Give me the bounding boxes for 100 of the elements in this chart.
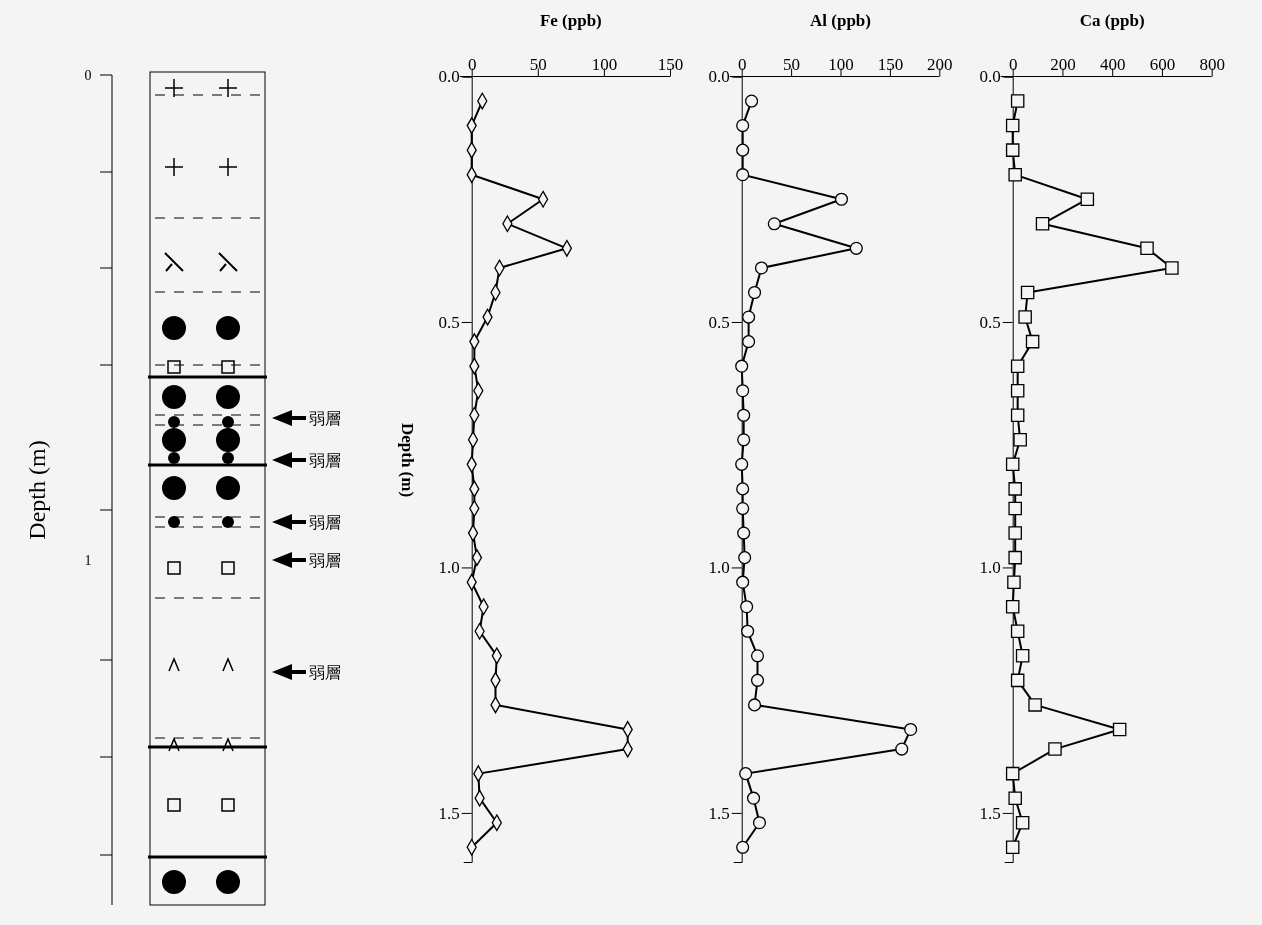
point — [1005, 766, 1020, 781]
point — [747, 285, 762, 300]
point — [736, 482, 750, 496]
x-tick-label: 150 — [877, 55, 904, 75]
point — [1010, 673, 1025, 688]
point — [1007, 575, 1021, 589]
text: 弱層 — [309, 514, 341, 531]
x-tick-label: 100 — [828, 55, 854, 75]
point — [1010, 624, 1025, 639]
point — [895, 742, 909, 756]
point — [742, 310, 756, 324]
point — [834, 192, 849, 206]
y-tick-label: 0.0 — [708, 67, 730, 87]
point — [1015, 815, 1030, 830]
point — [1035, 217, 1050, 231]
x-tick-label: 0 — [737, 55, 747, 75]
point — [767, 217, 781, 231]
x-tick-label: 400 — [1099, 55, 1126, 75]
y-tick-label: 0.5 — [979, 312, 1001, 332]
x-tick-label: 800 — [1199, 55, 1225, 75]
point — [1010, 383, 1025, 398]
point — [736, 840, 750, 854]
y-tick-label: 1.0 — [979, 558, 1001, 578]
point — [1140, 241, 1154, 256]
point — [754, 261, 769, 275]
point — [740, 600, 754, 614]
point — [1008, 550, 1022, 565]
y-tick-label: 0.0 — [979, 67, 1001, 87]
text: Depth (m) — [24, 440, 50, 540]
point — [737, 408, 751, 422]
point — [752, 816, 767, 830]
x-tick-label: 200 — [1050, 55, 1076, 75]
y-tick-label: 0.5 — [708, 312, 730, 332]
point — [735, 457, 749, 471]
point — [1025, 334, 1040, 349]
point — [1010, 94, 1025, 108]
point — [1080, 192, 1095, 207]
point — [736, 384, 750, 398]
point — [1028, 698, 1042, 712]
text: 1 — [84, 553, 92, 568]
point — [745, 94, 759, 108]
point — [736, 119, 750, 133]
point — [737, 433, 751, 447]
x-axis-title: Fe (ppb) — [539, 11, 602, 30]
y-tick-label: 1.5 — [438, 803, 460, 823]
point — [737, 526, 751, 540]
point — [1018, 310, 1032, 324]
point — [1005, 118, 1020, 133]
x-tick-label: 150 — [657, 55, 684, 75]
point — [1005, 840, 1020, 855]
point — [750, 649, 765, 663]
point — [1008, 526, 1022, 540]
x-tick-label: 50 — [529, 55, 547, 75]
point — [1048, 742, 1062, 756]
point — [736, 143, 750, 157]
point — [1013, 433, 1027, 447]
point — [1015, 649, 1030, 663]
point — [1010, 359, 1025, 373]
point — [747, 698, 762, 712]
point — [1005, 457, 1020, 472]
point — [1008, 167, 1022, 182]
point — [1005, 599, 1020, 614]
y-axis-title: Depth (m) — [397, 422, 417, 498]
text: 弱層 — [309, 410, 341, 427]
point — [1005, 143, 1020, 157]
point — [736, 501, 750, 516]
point — [736, 575, 750, 589]
point — [904, 722, 918, 736]
point — [1008, 501, 1022, 516]
y-tick-label: 1.5 — [979, 803, 1001, 823]
x-axis-title: Al (ppb) — [810, 11, 871, 30]
x-tick-label: 0 — [467, 55, 477, 75]
point — [736, 168, 750, 182]
y-tick-label: 1.5 — [708, 803, 730, 823]
x-tick-label: 100 — [591, 55, 618, 75]
text: 弱層 — [309, 552, 341, 569]
x-tick-label: 600 — [1149, 55, 1176, 75]
x-tick-label: 200 — [927, 55, 953, 75]
point — [1165, 261, 1179, 275]
point — [741, 624, 755, 638]
text: 弱層 — [309, 452, 341, 469]
point — [849, 241, 863, 255]
point — [742, 335, 756, 349]
point — [1020, 285, 1035, 300]
y-tick-label: 1.0 — [438, 558, 460, 578]
point — [738, 551, 752, 565]
point — [735, 359, 749, 373]
point — [739, 767, 753, 781]
point — [750, 673, 765, 687]
point — [1008, 482, 1022, 496]
point — [1010, 408, 1025, 423]
x-axis-title: Ca (ppb) — [1079, 11, 1145, 30]
point — [746, 791, 761, 805]
x-tick-label: 50 — [783, 55, 801, 75]
x-tick-label: 0 — [1008, 55, 1018, 75]
y-tick-label: 0.5 — [438, 312, 460, 332]
text: 弱層 — [309, 664, 341, 681]
y-tick-label: 0.0 — [438, 67, 460, 87]
y-tick-label: 1.0 — [708, 558, 730, 578]
point — [1112, 722, 1127, 737]
